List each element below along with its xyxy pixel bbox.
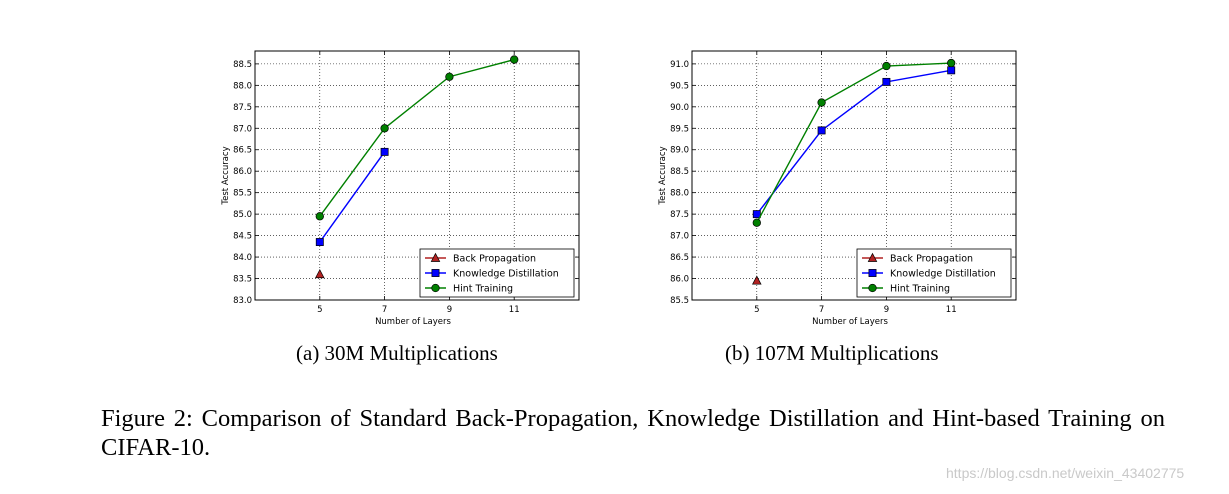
data-point-back-propagation: [315, 268, 325, 279]
y-tick-label: 88.5: [233, 60, 252, 70]
data-point-knowledge-distillation: [947, 66, 956, 75]
plot-frame: [691, 50, 1017, 301]
y-tick-label: 88.0: [233, 81, 252, 91]
plot-frame: [254, 50, 580, 301]
legend-marker-hint-training: [431, 283, 440, 293]
x-tick-label: 11: [509, 305, 520, 315]
data-point-knowledge-distillation: [380, 147, 389, 156]
y-tick-label: 86.5: [670, 253, 689, 263]
subfigure-caption-b: (b) 107M Multiplications: [725, 341, 939, 365]
x-tick-label: 9: [884, 305, 889, 315]
y-tick-label: 85.5: [670, 296, 689, 306]
data-point-hint-training: [510, 55, 519, 64]
figure-caption: Figure 2: Comparison of Standard Back-Pr…: [101, 405, 1165, 461]
legend-marker-hint-training: [868, 283, 877, 293]
legend-marker-back-propagation: [430, 252, 441, 262]
y-tick-label: 88.0: [670, 189, 689, 199]
y-tick-label: 90.0: [670, 103, 689, 113]
data-point-back-propagation: [752, 275, 762, 285]
y-tick-label: 83.5: [233, 275, 252, 285]
legend-label-hint-training: Hint Training: [453, 284, 513, 295]
data-point-hint-training: [947, 58, 956, 68]
series-line-knowledge-distillation: [756, 69, 952, 215]
y-tick-label: 90.5: [670, 81, 689, 91]
x-tick-label: 9: [447, 305, 452, 315]
y-tick-label: 85.0: [233, 210, 252, 220]
data-point-knowledge-distillation: [752, 210, 761, 219]
subfigure-caption-a: (a) 30M Multiplications: [296, 341, 498, 365]
y-axis-label: Test Accuracy: [221, 146, 231, 205]
y-tick-label: 84.5: [233, 232, 252, 242]
series-line-knowledge-distillation: [319, 151, 386, 243]
x-tick-label: 5: [754, 305, 759, 315]
legend-label-hint-training: Hint Training: [890, 284, 950, 295]
legend-label-back-propagation: Back Propagation: [890, 254, 973, 265]
y-tick-label: 89.0: [670, 146, 689, 156]
legend-marker-knowledge-distillation: [868, 269, 877, 277]
y-tick-label: 87.0: [233, 124, 252, 134]
x-tick-label: 5: [317, 305, 322, 315]
legend-label-knowledge-distillation: Knowledge Distillation: [453, 269, 559, 280]
y-tick-label: 85.5: [233, 189, 252, 199]
x-axis-label: Number of Layers: [812, 317, 888, 327]
data-point-knowledge-distillation: [882, 77, 891, 86]
y-tick-label: 91.0: [670, 60, 689, 70]
y-tick-label: 87.5: [233, 103, 252, 113]
y-tick-label: 86.5: [233, 146, 252, 156]
y-tick-label: 89.5: [670, 124, 689, 134]
data-point-hint-training: [882, 61, 891, 71]
y-axis-label: Test Accuracy: [658, 146, 668, 205]
y-tick-label: 87.0: [670, 232, 689, 242]
data-point-knowledge-distillation: [315, 238, 324, 246]
y-tick-label: 83.0: [233, 296, 252, 306]
y-tick-label: 86.0: [233, 167, 252, 177]
y-tick-label: 87.5: [670, 210, 689, 220]
watermark-url: https://blog.csdn.net/weixin_43402775: [946, 465, 1185, 481]
data-point-hint-training: [380, 124, 389, 133]
x-tick-label: 7: [382, 305, 387, 315]
y-tick-label: 88.5: [670, 167, 689, 177]
data-point-hint-training: [817, 98, 826, 107]
data-point-hint-training: [445, 72, 454, 81]
legend-label-back-propagation: Back Propagation: [453, 254, 536, 265]
y-tick-label: 86.0: [670, 275, 689, 285]
series-line-hint-training: [319, 58, 515, 217]
legend-marker-back-propagation: [867, 252, 878, 262]
x-axis-label: Number of Layers: [375, 317, 451, 327]
legend-marker-knowledge-distillation: [431, 269, 440, 277]
x-tick-label: 11: [946, 305, 957, 315]
y-tick-label: 84.0: [233, 253, 252, 263]
x-tick-label: 7: [819, 305, 824, 315]
data-point-hint-training: [752, 218, 761, 227]
legend-label-knowledge-distillation: Knowledge Distillation: [890, 269, 996, 280]
series-line-hint-training: [756, 62, 952, 224]
data-point-hint-training: [315, 212, 324, 221]
data-point-knowledge-distillation: [817, 126, 826, 135]
